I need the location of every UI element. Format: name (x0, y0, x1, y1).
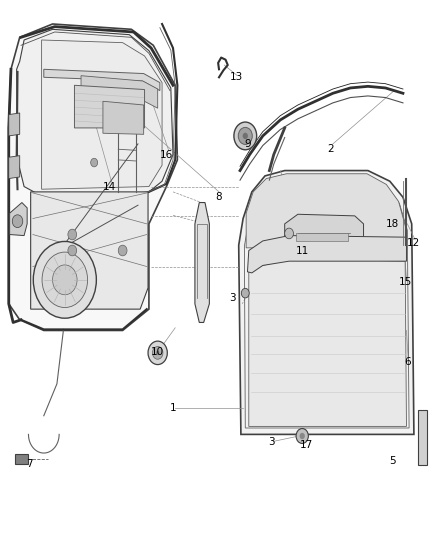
Circle shape (156, 351, 159, 355)
Polygon shape (17, 29, 173, 197)
Text: 13: 13 (230, 72, 243, 82)
Text: 14: 14 (103, 182, 116, 191)
Text: 17: 17 (300, 440, 313, 450)
Circle shape (300, 433, 305, 439)
Polygon shape (9, 24, 177, 330)
Polygon shape (246, 174, 406, 248)
Text: 18: 18 (385, 219, 399, 229)
Text: 3: 3 (229, 294, 236, 303)
Bar (296, 233, 348, 241)
Text: 1: 1 (170, 403, 177, 413)
Text: 6: 6 (404, 358, 411, 367)
Text: 11: 11 (296, 246, 309, 255)
Text: 9: 9 (244, 139, 251, 149)
Text: 10: 10 (151, 347, 164, 357)
Text: 5: 5 (389, 456, 396, 466)
Text: 3: 3 (268, 438, 275, 447)
Polygon shape (285, 214, 364, 249)
Polygon shape (239, 171, 414, 434)
Polygon shape (103, 101, 144, 134)
Circle shape (148, 341, 167, 365)
Polygon shape (249, 259, 406, 426)
Text: 2: 2 (327, 144, 334, 154)
Circle shape (33, 241, 96, 318)
Text: 16: 16 (160, 150, 173, 159)
Polygon shape (10, 203, 27, 236)
Circle shape (68, 229, 77, 240)
Circle shape (238, 127, 252, 144)
Polygon shape (195, 203, 209, 322)
Circle shape (234, 122, 257, 150)
Polygon shape (42, 40, 162, 189)
Circle shape (12, 215, 23, 228)
Polygon shape (44, 69, 160, 91)
Circle shape (152, 346, 163, 359)
Circle shape (118, 245, 127, 256)
Text: 8: 8 (215, 192, 223, 202)
Circle shape (296, 429, 308, 443)
Polygon shape (81, 76, 158, 108)
Polygon shape (74, 85, 145, 128)
Polygon shape (9, 113, 20, 136)
Polygon shape (9, 156, 20, 179)
Text: 15: 15 (399, 278, 412, 287)
Polygon shape (31, 192, 148, 309)
Bar (15, 454, 28, 464)
Circle shape (42, 252, 88, 308)
Circle shape (285, 228, 293, 239)
Circle shape (241, 288, 249, 298)
Circle shape (91, 158, 98, 167)
Text: 12: 12 (407, 238, 420, 247)
Circle shape (68, 245, 77, 256)
Text: 7: 7 (26, 459, 33, 469)
Circle shape (243, 133, 248, 139)
Circle shape (53, 265, 77, 295)
Polygon shape (418, 410, 427, 465)
Polygon shape (247, 236, 406, 273)
